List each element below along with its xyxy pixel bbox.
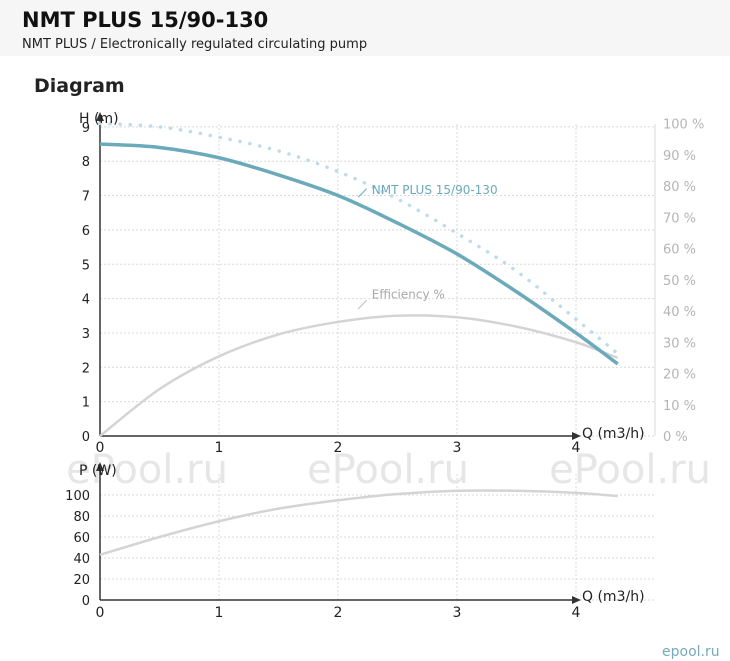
head-curve: [99, 142, 619, 366]
y-tick-label: 60: [73, 531, 90, 546]
x-tick-label: 1: [215, 605, 224, 621]
y2-tick-label: 10 %: [663, 399, 696, 414]
x-tick-label: 0: [96, 605, 105, 621]
page-subtitle: NMT PLUS / Electronically regulated circ…: [22, 37, 368, 52]
annotation-leader: [357, 188, 367, 198]
y-tick-label: 0: [82, 594, 90, 609]
y-tick-label: 40: [73, 552, 90, 567]
y-tick-label: 0: [82, 430, 90, 445]
y2-tick-label: 40 %: [663, 305, 696, 320]
y2-tick-label: 100 %: [663, 118, 704, 133]
y-tick-label: 100: [65, 489, 90, 504]
y-axis-label: H (m): [79, 111, 119, 127]
y-tick-label: 20: [73, 573, 90, 588]
max-curve-dotted: [98, 121, 620, 356]
y2-tick-label: 60 %: [663, 243, 696, 258]
y2-tick-label: 50 %: [663, 274, 696, 289]
power-curve: [99, 489, 618, 557]
x-axis-arrow: [572, 596, 581, 604]
y-tick-label: 5: [82, 258, 90, 273]
x-axis-label: Q (m3/h): [582, 589, 645, 605]
y-tick-label: 8: [82, 155, 90, 170]
x-tick-label: 3: [453, 440, 462, 456]
y-axis-label: P (W): [79, 463, 117, 479]
y2-tick-label: 30 %: [663, 336, 696, 351]
x-tick-label: 2: [334, 605, 343, 621]
y2-tick-label: 80 %: [663, 180, 696, 195]
x-tick-label: 4: [572, 440, 581, 456]
y2-tick-label: 0 %: [663, 430, 688, 445]
annotation-leader: [357, 299, 367, 310]
watermark-text: ePool.ru: [549, 447, 711, 493]
x-tick-label: 2: [334, 440, 343, 456]
page-title: NMT PLUS 15/90-130: [22, 8, 269, 32]
efficiency-curve: [99, 314, 619, 437]
section-heading: Diagram: [34, 75, 125, 97]
watermark-text: ePool.ru: [307, 447, 469, 493]
head-curve-label: NMT PLUS 15/90-130: [372, 183, 498, 197]
x-axis-label: Q (m3/h): [582, 426, 645, 442]
watermark-text: ePool.ru: [66, 447, 228, 493]
y2-tick-label: 90 %: [663, 149, 696, 164]
x-tick-label: 0: [96, 440, 105, 456]
y-tick-label: 80: [73, 510, 90, 525]
y-tick-label: 4: [82, 293, 90, 308]
y2-tick-label: 20 %: [663, 368, 696, 383]
y-tick-label: 3: [82, 327, 90, 342]
y2-tick-label: 70 %: [663, 211, 696, 226]
y-axis-arrow: [96, 462, 104, 471]
x-tick-label: 4: [572, 605, 581, 621]
y-tick-label: 9: [82, 121, 90, 136]
y-axis-arrow: [96, 112, 104, 121]
efficiency-curve-label: Efficiency %: [372, 287, 445, 301]
x-axis-arrow: [572, 432, 581, 440]
x-tick-label: 1: [215, 440, 224, 456]
logo: epool.ru: [662, 644, 720, 660]
x-tick-label: 3: [453, 605, 462, 621]
page-header: [0, 0, 730, 56]
y-tick-label: 7: [82, 190, 90, 205]
y-tick-label: 6: [82, 224, 90, 239]
y-tick-label: 2: [82, 361, 90, 376]
y-tick-label: 1: [82, 396, 90, 411]
